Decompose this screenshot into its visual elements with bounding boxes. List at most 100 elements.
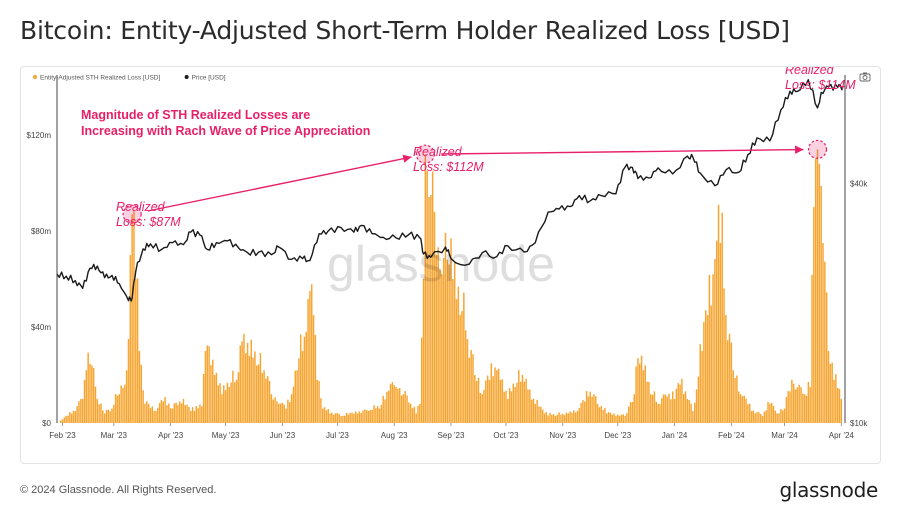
loss-bar (659, 404, 661, 423)
loss-bar (212, 359, 214, 423)
loss-bar (725, 315, 727, 423)
peak-loss-label-line: Loss: $114M (785, 78, 856, 92)
loss-bar (560, 414, 562, 423)
camera-top[interactable] (863, 72, 867, 75)
loss-bar (316, 379, 318, 423)
loss-bar (70, 413, 73, 423)
loss-bar (180, 403, 183, 423)
loss-bar (591, 396, 593, 423)
loss-bar (556, 414, 559, 423)
loss-bar (384, 399, 386, 423)
loss-bar (367, 411, 370, 423)
loss-bar (91, 365, 93, 423)
loss-bar (109, 411, 111, 423)
loss-bar (204, 351, 207, 423)
loss-bar (157, 408, 159, 423)
loss-bar (496, 370, 498, 423)
loss-bar (622, 414, 624, 423)
loss-bar (402, 394, 405, 423)
x-tick-label: Apr '23 (158, 431, 184, 440)
loss-bar (457, 286, 460, 423)
loss-bar (734, 377, 736, 423)
loss-bar (147, 403, 150, 423)
loss-bar (285, 408, 287, 423)
loss-bar (611, 414, 613, 423)
x-tick-label: Sep '23 (438, 431, 465, 440)
loss-bar (323, 407, 326, 423)
loss-bar (714, 259, 716, 423)
loss-bar (719, 243, 722, 423)
loss-bar (805, 395, 808, 423)
loss-bar (758, 412, 760, 423)
loss-bar (213, 375, 216, 423)
loss-bar (158, 403, 161, 423)
loss-bar (715, 240, 718, 423)
loss-bar (261, 372, 263, 423)
loss-bar (190, 411, 192, 423)
loss-bar (349, 412, 351, 423)
loss-bar (814, 158, 817, 423)
loss-bar (820, 185, 822, 423)
loss-bar (569, 411, 571, 423)
loss-bar (490, 363, 493, 423)
glassnode-logo[interactable]: glassnode (779, 478, 878, 502)
loss-bar (146, 401, 148, 423)
loss-bar (840, 399, 843, 423)
loss-bar (642, 370, 645, 423)
loss-bar (668, 393, 670, 423)
loss-bar (712, 274, 714, 423)
loss-bar (369, 409, 372, 423)
loss-bar (120, 385, 122, 423)
camera-lens[interactable] (862, 75, 868, 80)
loss-bar (100, 403, 102, 423)
loss-bar (85, 370, 88, 423)
loss-bar (618, 415, 621, 423)
loss-bar (193, 410, 196, 423)
loss-bar (545, 411, 548, 423)
loss-bar (523, 381, 526, 423)
loss-bar (529, 389, 531, 423)
loss-bar (723, 288, 725, 423)
loss-bar (816, 149, 819, 423)
loss-bar (791, 379, 793, 423)
loss-bar (356, 413, 359, 423)
loss-bar (245, 353, 247, 423)
legend-label[interactable]: Price [USD] (192, 75, 226, 82)
loss-bar (188, 406, 190, 423)
loss-bar (250, 339, 252, 423)
loss-bar (470, 350, 472, 423)
loss-bar (246, 342, 249, 423)
loss-bar (149, 408, 152, 423)
loss-bar (294, 370, 296, 423)
loss-bar (481, 394, 483, 423)
loss-bar (796, 387, 799, 423)
x-tick-label: Feb '23 (49, 431, 76, 440)
loss-bar (419, 403, 421, 423)
loss-bar (186, 404, 188, 423)
page-title: Bitcoin: Entity-Adjusted Short-Term Hold… (20, 16, 790, 45)
loss-bar (444, 232, 447, 423)
loss-bar (540, 406, 542, 423)
loss-bar (441, 274, 443, 423)
loss-bar (103, 413, 106, 423)
loss-bar (320, 398, 322, 423)
loss-bar (527, 389, 529, 423)
loss-bars (59, 149, 843, 424)
loss-bar (61, 419, 64, 423)
loss-bar (836, 388, 839, 423)
loss-bar (477, 377, 480, 423)
loss-bar (534, 403, 537, 423)
loss-bar (98, 404, 100, 423)
loss-bar (803, 394, 806, 423)
loss-bar (516, 382, 518, 423)
loss-bar (268, 380, 271, 423)
loss-bar (499, 379, 502, 423)
loss-bar (519, 381, 522, 423)
loss-bar (613, 413, 615, 423)
loss-bar (168, 403, 170, 423)
camera-icon[interactable] (859, 72, 871, 82)
loss-bar (736, 375, 738, 423)
loss-bar (94, 386, 97, 423)
legend-label[interactable]: Entity-Adjusted STH Realized Loss [USD] (40, 75, 160, 82)
loss-bar (521, 375, 524, 423)
